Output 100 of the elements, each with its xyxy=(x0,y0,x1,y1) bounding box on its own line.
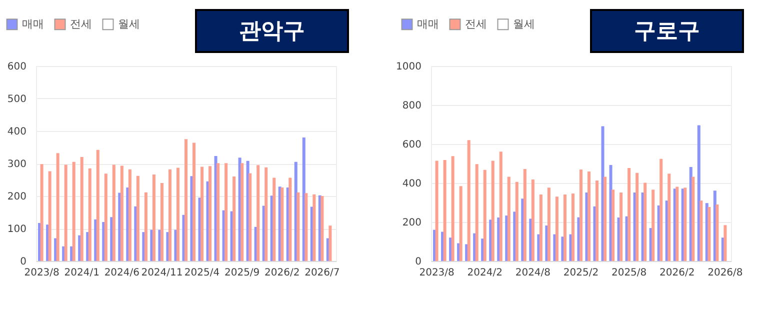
y-tick-label: 600 xyxy=(7,62,26,72)
bar xyxy=(272,178,276,261)
bar xyxy=(708,206,711,261)
bar xyxy=(660,158,663,261)
bar xyxy=(224,163,228,261)
x-tick-label: 2024/11 xyxy=(141,268,183,278)
legend-label: 월세 xyxy=(513,17,535,30)
bar xyxy=(716,204,719,261)
bar xyxy=(64,164,68,261)
bar xyxy=(571,194,574,261)
bar xyxy=(176,168,180,261)
bar xyxy=(80,157,84,261)
bar xyxy=(296,192,300,261)
bar xyxy=(491,160,494,261)
bar xyxy=(320,196,324,261)
bar xyxy=(724,225,727,261)
bar xyxy=(443,160,446,261)
bar xyxy=(684,188,687,261)
bar xyxy=(264,167,268,261)
bar xyxy=(563,194,566,261)
bar xyxy=(104,174,108,261)
bar xyxy=(459,186,462,261)
bar xyxy=(72,162,76,261)
bar xyxy=(160,183,164,261)
x-tick-label: 2026/7 xyxy=(304,268,340,278)
bar xyxy=(192,142,196,261)
bar xyxy=(256,165,260,261)
bar xyxy=(136,176,140,261)
bar xyxy=(288,178,292,261)
bar xyxy=(539,194,542,261)
x-tick-label: 2024/8 xyxy=(515,268,551,278)
bar xyxy=(547,188,550,261)
legend-label: 매매 xyxy=(417,17,439,30)
bar xyxy=(304,193,308,261)
bar xyxy=(467,140,470,261)
legend-label: 전세 xyxy=(70,17,92,30)
chart-title: 구로구 xyxy=(634,19,700,44)
bar xyxy=(652,190,655,261)
y-tick-label: 400 xyxy=(402,178,422,190)
bar xyxy=(475,164,478,261)
y-tick-label: 200 xyxy=(7,192,26,202)
chart-title: 관악구 xyxy=(239,19,305,44)
y-tick-label: 400 xyxy=(7,126,26,138)
bar xyxy=(240,163,244,261)
bar xyxy=(328,226,332,261)
bar xyxy=(580,170,582,261)
bar xyxy=(604,176,607,261)
bar xyxy=(555,196,558,261)
bar xyxy=(208,166,212,261)
y-tick-label: 100 xyxy=(7,224,26,235)
bar xyxy=(152,174,156,261)
y-tick-label: 800 xyxy=(402,100,422,112)
y-tick-label: 500 xyxy=(7,94,26,105)
bar xyxy=(48,171,52,261)
x-tick-label: 2024/2 xyxy=(467,268,502,278)
legend-label: 매매 xyxy=(22,17,44,30)
bar xyxy=(636,172,639,261)
y-tick-label: 1000 xyxy=(396,62,422,72)
bar xyxy=(596,180,599,261)
y-tick-label: 200 xyxy=(402,218,422,228)
bar xyxy=(499,152,502,261)
x-tick-label: 2025/4 xyxy=(184,268,220,278)
x-tick-label: 2026/8 xyxy=(708,268,743,278)
bar xyxy=(644,182,647,261)
bar xyxy=(120,166,124,261)
x-tick-label: 2025/8 xyxy=(611,268,647,278)
bar xyxy=(483,170,486,261)
bar xyxy=(88,168,92,261)
bar xyxy=(184,139,188,261)
bar xyxy=(216,163,220,261)
bar xyxy=(112,164,116,261)
bar xyxy=(56,153,60,261)
bar xyxy=(232,176,236,261)
bar xyxy=(451,156,454,261)
bar xyxy=(312,194,316,261)
x-tick-label: 2023/8 xyxy=(419,268,454,278)
x-tick-label: 2026/2 xyxy=(660,268,695,278)
y-tick-label: 300 xyxy=(7,159,26,170)
bar xyxy=(700,200,703,261)
y-tick-label: 0 xyxy=(20,256,26,268)
bar xyxy=(280,188,284,261)
bar xyxy=(507,176,510,261)
x-tick-label: 2024/1 xyxy=(64,268,100,278)
bar xyxy=(168,169,172,261)
legend-label: 전세 xyxy=(465,17,487,30)
bar xyxy=(612,190,615,261)
y-tick-label: 600 xyxy=(402,140,422,150)
bar xyxy=(96,150,100,261)
bar xyxy=(692,176,695,261)
x-tick-label: 2025/2 xyxy=(563,268,599,278)
bar xyxy=(531,179,534,261)
bar xyxy=(628,168,631,261)
bar xyxy=(676,186,679,261)
x-tick-label: 2023/8 xyxy=(24,268,60,278)
x-tick-label: 2026/2 xyxy=(264,268,300,278)
bar xyxy=(128,169,132,261)
bar xyxy=(668,174,671,261)
x-tick-label: 2024/6 xyxy=(104,268,140,278)
bar xyxy=(40,164,44,261)
bar xyxy=(515,182,518,261)
